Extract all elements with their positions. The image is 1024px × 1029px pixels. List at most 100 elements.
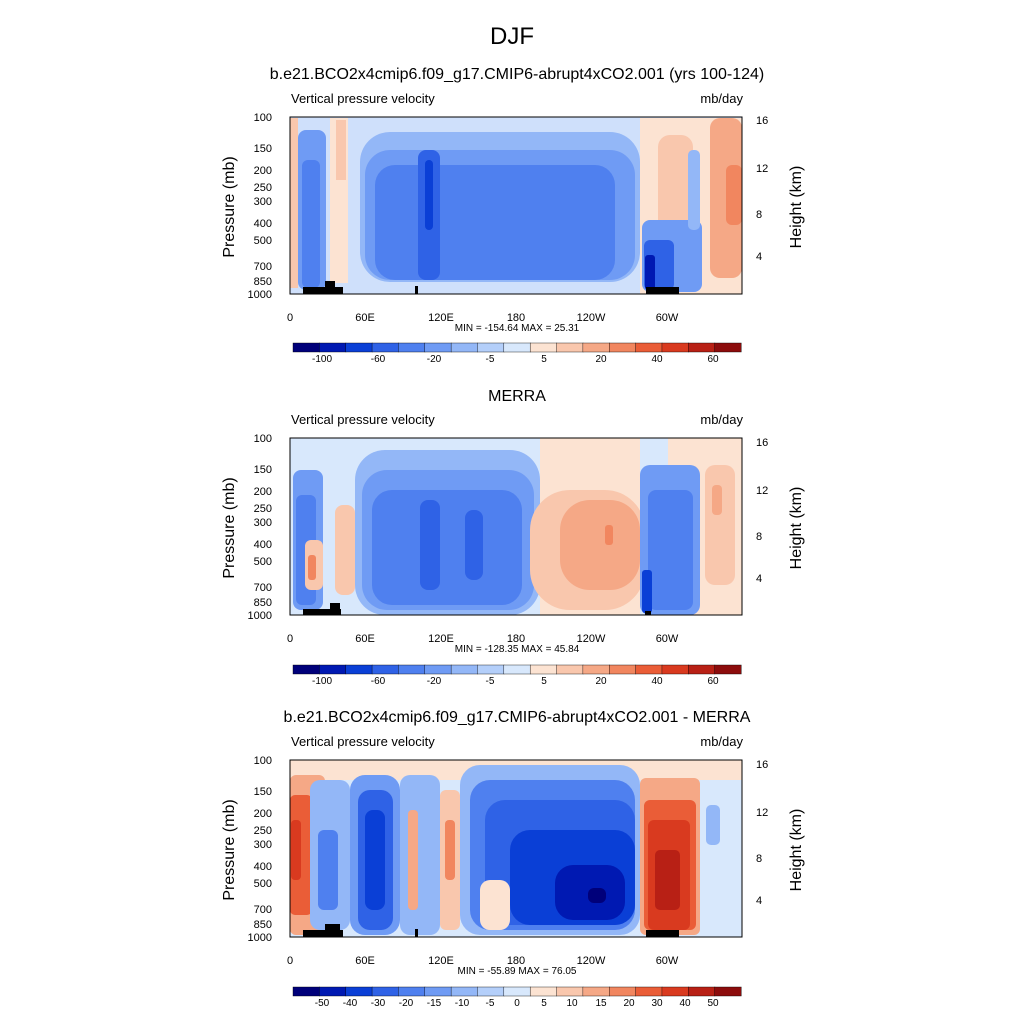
colorbar-swatch xyxy=(609,342,637,353)
colorbar-label: -40 xyxy=(343,998,358,1009)
colorbar-label: 20 xyxy=(595,354,607,365)
colorbar: -50 -40 -30 -20 -15 -10 -5 0 5 10 15 20 … xyxy=(292,986,742,1009)
colorbar-label: 20 xyxy=(595,676,607,687)
heatmap-region xyxy=(645,255,655,290)
colorbar-label: -20 xyxy=(399,998,414,1009)
lon-tick: 180 xyxy=(507,633,525,645)
colorbar-swatch xyxy=(688,664,716,675)
colorbar-swatch xyxy=(635,342,663,353)
lon-tick: 60W xyxy=(656,312,679,324)
heatmap-region xyxy=(372,490,522,605)
colorbar-label: 30 xyxy=(651,998,663,1009)
heatmap-region xyxy=(642,570,652,613)
colorbar-swatch xyxy=(345,664,373,675)
pressure-tick: 850 xyxy=(254,276,272,288)
colorbar-swatch xyxy=(371,342,399,353)
pressure-tick: 200 xyxy=(254,486,272,498)
colorbar-label: -5 xyxy=(486,354,495,365)
colorbar-label: 60 xyxy=(707,676,719,687)
heatmap-field xyxy=(290,117,742,294)
colorbar-swatch xyxy=(424,342,452,353)
colorbar-swatch xyxy=(319,986,347,997)
heatmap-region xyxy=(688,150,700,230)
lon-tick: 0 xyxy=(287,312,293,324)
topography-mask xyxy=(303,924,679,937)
panel-title: MERRA xyxy=(488,388,546,405)
y-axis-label-right: Height (km) xyxy=(788,487,805,570)
topography-block xyxy=(646,287,679,294)
heatmap-region xyxy=(291,820,301,880)
heatmap-region xyxy=(400,775,440,935)
pressure-tick: 700 xyxy=(254,261,272,273)
colorbar-label: 15 xyxy=(595,998,607,1009)
colorbar-label: 5 xyxy=(541,998,547,1009)
lon-tick: 120W xyxy=(577,312,606,324)
lon-tick: 180 xyxy=(507,312,525,324)
colorbar-swatch xyxy=(319,664,347,675)
lon-tick: 60W xyxy=(656,633,679,645)
pressure-tick: 150 xyxy=(254,143,272,155)
topography-block xyxy=(303,609,341,615)
colorbar-swatch xyxy=(450,664,478,675)
pressure-tick: 250 xyxy=(254,825,272,837)
height-tick: 8 xyxy=(756,209,762,221)
heatmap-region xyxy=(420,500,440,590)
height-tick: 16 xyxy=(756,759,768,771)
colorbar-swatch xyxy=(529,342,558,353)
y-axis-label-right: Height (km) xyxy=(788,166,805,249)
colorbar-swatch xyxy=(398,986,426,997)
colorbar-swatch xyxy=(345,986,373,997)
pressure-tick: 300 xyxy=(254,839,272,851)
x-axis: 0 60E 120E 180 120W 60W xyxy=(287,312,679,324)
topography-block xyxy=(303,287,343,294)
height-tick: 4 xyxy=(756,573,762,585)
lon-tick: 60E xyxy=(355,633,375,645)
topography-block xyxy=(325,924,340,930)
lon-tick: 60E xyxy=(355,955,375,967)
heatmap-region xyxy=(290,118,298,288)
colorbar-swatch xyxy=(688,342,716,353)
pressure-tick: 250 xyxy=(254,503,272,515)
pressure-tick: 850 xyxy=(254,919,272,931)
topography-block xyxy=(646,930,679,937)
pressure-tick: 400 xyxy=(254,539,272,551)
colorbar-swatch xyxy=(529,664,558,675)
colorbar-swatches xyxy=(292,986,742,997)
heatmap-region xyxy=(560,500,640,590)
colorbar-swatch xyxy=(398,342,426,353)
colorbar-swatch xyxy=(582,664,610,675)
topography-mask xyxy=(303,281,679,294)
colorbar-swatch xyxy=(292,664,320,675)
min-max-stats: MIN = -154.64 MAX = 25.31 xyxy=(455,323,580,334)
lon-tick: 0 xyxy=(287,955,293,967)
lon-tick: 120W xyxy=(577,955,606,967)
colorbar-label: -20 xyxy=(427,354,442,365)
colorbar-swatch xyxy=(609,664,637,675)
topography-mask xyxy=(303,603,651,615)
colorbar-swatch xyxy=(556,664,584,675)
min-max-stats: MIN = -55.89 MAX = 76.05 xyxy=(458,966,577,977)
colorbar-swatch xyxy=(371,664,399,675)
y-axis-right: 16 12 8 4 Height (km) xyxy=(756,437,805,585)
colorbar-swatch xyxy=(714,986,742,997)
colorbar-label: -20 xyxy=(427,676,442,687)
colorbar-label: -60 xyxy=(371,354,386,365)
colorbar-label: -100 xyxy=(312,676,332,687)
y-axis-label-left: Pressure (mb) xyxy=(221,477,238,578)
pressure-tick: 100 xyxy=(254,433,272,445)
colorbar-label: 5 xyxy=(541,676,547,687)
heatmap-region xyxy=(375,165,615,280)
colorbar-swatch xyxy=(292,342,320,353)
heatmap-region xyxy=(425,160,433,230)
colorbar-swatch xyxy=(582,342,610,353)
pressure-tick: 400 xyxy=(254,861,272,873)
colorbar-label: 0 xyxy=(514,998,520,1009)
lon-tick: 120E xyxy=(428,633,454,645)
pressure-tick: 700 xyxy=(254,904,272,916)
colorbar-label: -30 xyxy=(371,998,386,1009)
lon-tick: 60W xyxy=(656,955,679,967)
pressure-tick: 300 xyxy=(254,517,272,529)
colorbar-swatch xyxy=(424,664,452,675)
colorbar-label: -5 xyxy=(486,998,495,1009)
